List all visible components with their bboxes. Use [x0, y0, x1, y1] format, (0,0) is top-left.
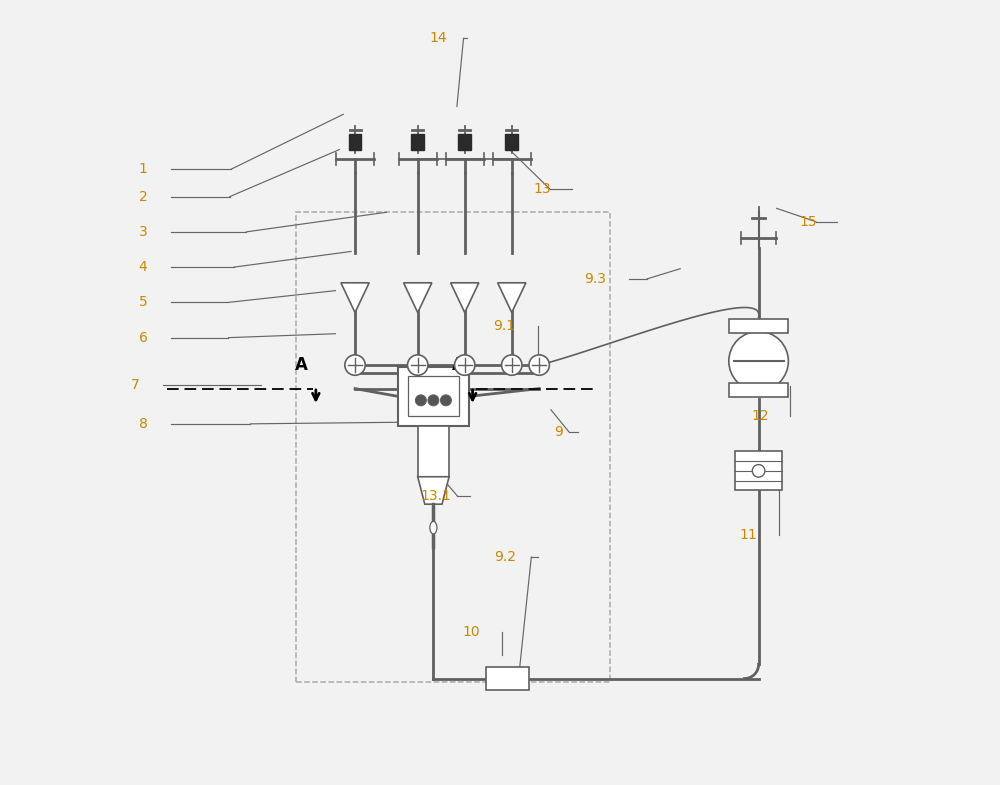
Text: 13.1: 13.1 [421, 489, 451, 503]
Bar [411, 134, 424, 150]
Text: 9.1: 9.1 [494, 319, 516, 333]
Text: 12: 12 [751, 409, 769, 423]
Text: 3: 3 [139, 225, 147, 239]
Polygon shape [418, 476, 449, 504]
Text: 6: 6 [138, 330, 147, 345]
Text: A: A [452, 356, 465, 374]
Bar [408, 377, 459, 416]
Bar [735, 451, 782, 491]
Bar [398, 367, 469, 425]
Bar [349, 134, 361, 150]
Circle shape [455, 355, 475, 375]
Ellipse shape [430, 521, 437, 534]
Text: 8: 8 [138, 417, 147, 431]
Bar [729, 319, 788, 333]
Circle shape [440, 395, 451, 406]
Text: 2: 2 [139, 190, 147, 203]
Bar [458, 134, 471, 150]
Bar [505, 134, 518, 150]
Circle shape [415, 395, 426, 406]
Polygon shape [451, 283, 479, 312]
Text: 11: 11 [739, 528, 757, 542]
Circle shape [345, 355, 365, 375]
Text: 7: 7 [131, 378, 140, 392]
Bar [729, 383, 788, 397]
Text: 9: 9 [554, 425, 563, 439]
Text: 4: 4 [139, 260, 147, 274]
Text: 5: 5 [139, 295, 147, 309]
Text: 13: 13 [533, 182, 551, 195]
Polygon shape [341, 283, 369, 312]
Bar [296, 212, 610, 682]
Circle shape [729, 331, 788, 391]
Circle shape [752, 465, 765, 477]
Text: 15: 15 [800, 214, 817, 228]
Text: 14: 14 [429, 31, 447, 46]
Circle shape [502, 355, 522, 375]
Text: 9.3: 9.3 [584, 272, 606, 286]
Text: A: A [295, 356, 308, 374]
Circle shape [529, 355, 549, 375]
Text: 9.2: 9.2 [494, 550, 516, 564]
Text: 1: 1 [138, 162, 147, 176]
Bar [418, 425, 449, 476]
Bar [486, 666, 529, 690]
Circle shape [428, 395, 439, 406]
Text: 10: 10 [463, 625, 480, 638]
Polygon shape [404, 283, 432, 312]
Polygon shape [498, 283, 526, 312]
Circle shape [408, 355, 428, 375]
